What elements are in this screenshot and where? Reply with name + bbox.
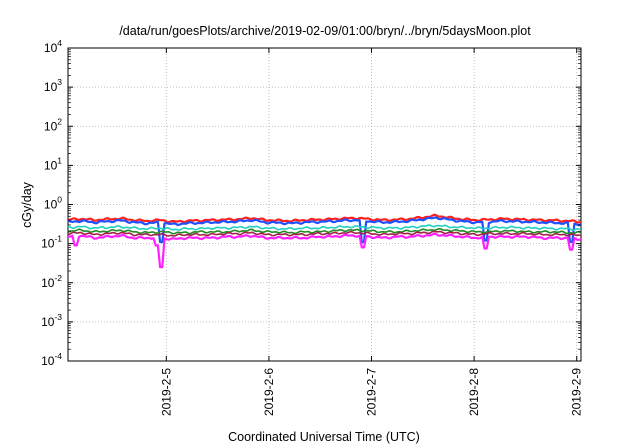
series-line bbox=[67, 224, 582, 231]
series-line bbox=[67, 216, 582, 244]
y-tick-label: 10-3 bbox=[41, 312, 62, 329]
y-tick-label: 101 bbox=[44, 155, 62, 172]
series-line bbox=[67, 227, 582, 235]
x-tick-label: 2019-2-8 bbox=[467, 368, 481, 416]
grid bbox=[68, 48, 581, 361]
y-tick-label: 10-2 bbox=[41, 273, 62, 290]
y-tick-label: 104 bbox=[44, 38, 62, 55]
y-tick-label: 103 bbox=[44, 77, 62, 94]
x-tick-label: 2019-2-6 bbox=[262, 368, 276, 416]
plot-area: 10-4 10-3 10-2 10-1 100 101 102 103 104 2019-2-5… bbox=[41, 38, 584, 416]
x-tick-label: 2019-2-5 bbox=[159, 368, 173, 416]
y-axis-ticks: 10-4 10-3 10-2 10-1 100 101 102 103 104 bbox=[41, 38, 581, 368]
series-line bbox=[67, 230, 582, 237]
x-tick-label: 2019-2-9 bbox=[570, 368, 584, 416]
plot-frame bbox=[67, 47, 582, 362]
series-group bbox=[67, 213, 582, 269]
x-axis-label: Coordinated Universal Time (UTC) bbox=[228, 430, 420, 444]
y-axis-label: cGy/day bbox=[20, 181, 34, 228]
y-tick-label: 10-1 bbox=[41, 234, 62, 251]
x-tick-label: 2019-2-7 bbox=[365, 368, 379, 416]
y-tick-label: 100 bbox=[44, 195, 62, 212]
chart-title: /data/run/goesPlots/archive/2019-02-09/0… bbox=[119, 24, 531, 38]
x-axis-ticks: 2019-2-5 2019-2-6 2019-2-7 2019-2-8 2019-2-9 bbox=[159, 48, 584, 416]
y-tick-label: 10-4 bbox=[41, 351, 62, 368]
series-line bbox=[67, 232, 582, 269]
y-tick-label: 102 bbox=[44, 116, 62, 133]
